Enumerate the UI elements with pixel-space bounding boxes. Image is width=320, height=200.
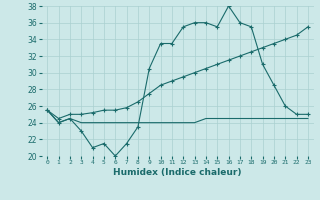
X-axis label: Humidex (Indice chaleur): Humidex (Indice chaleur) [113,168,242,177]
